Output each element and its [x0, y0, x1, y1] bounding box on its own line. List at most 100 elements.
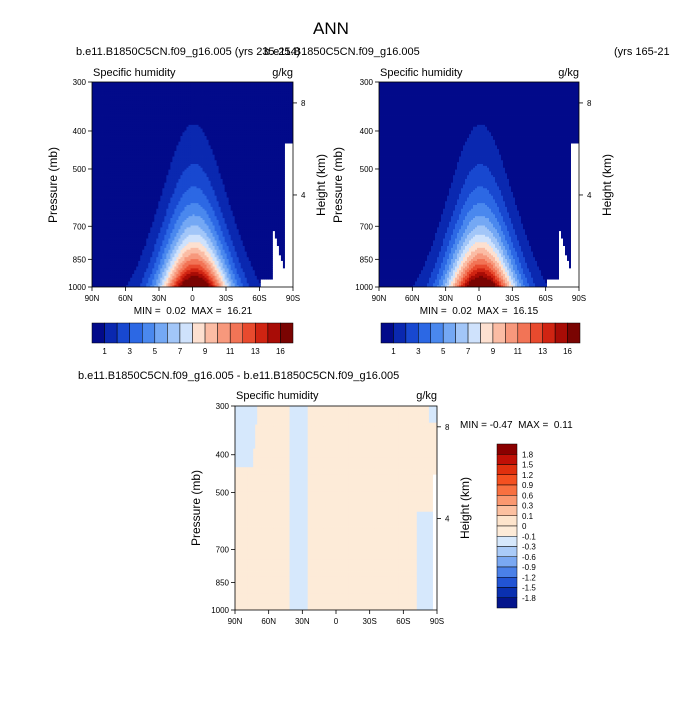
contour-cell [100, 156, 103, 159]
contour-cell [172, 232, 175, 236]
contour-cell [180, 96, 183, 100]
contour-cell [146, 154, 149, 157]
contour-cell [148, 214, 151, 217]
contour-cell [102, 234, 105, 238]
contour-cell [158, 121, 161, 124]
contour-cell [146, 102, 149, 105]
contour-cell [154, 180, 157, 184]
contour-cell [152, 188, 155, 191]
contour-cell [140, 180, 143, 184]
contour-cell [102, 106, 105, 109]
contour-cell [98, 156, 101, 159]
contour-cell [176, 141, 179, 144]
contour-cell [156, 225, 159, 228]
contour-cell [168, 89, 171, 92]
contour-cell [104, 285, 107, 287]
contour-cell [178, 175, 181, 178]
contour-cell [160, 197, 163, 200]
contour-cell [148, 100, 151, 103]
contour-cell [176, 143, 179, 146]
contour-cell [116, 136, 119, 139]
contour-cell [96, 219, 99, 223]
contour-cell [104, 234, 107, 238]
contour-cell [120, 111, 123, 115]
contour-cell [162, 147, 165, 150]
contour-cell [96, 206, 99, 210]
contour-cell [136, 169, 139, 172]
contour-cell [92, 178, 95, 182]
contour-cell [152, 231, 155, 234]
contour-cell [154, 136, 157, 139]
contour-cell [156, 164, 159, 167]
contour-cell [136, 259, 139, 262]
contour-cell [132, 190, 135, 193]
contour-cell [108, 186, 111, 189]
contour-cell [130, 102, 133, 105]
contour-cell [94, 130, 97, 133]
contour-cell [108, 270, 111, 273]
contour-cell [178, 203, 181, 206]
contour-cell [174, 89, 177, 92]
contour-cell [154, 139, 157, 143]
contour-cell [160, 145, 163, 148]
contour-cell [144, 160, 147, 163]
contour-cell [124, 162, 127, 165]
contour-cell [134, 154, 137, 157]
contour-cell [168, 139, 171, 143]
contour-cell [116, 216, 119, 219]
contour-cell [126, 115, 129, 118]
contour-cell [108, 87, 111, 90]
contour-cell [104, 132, 107, 135]
contour-cell [146, 152, 149, 156]
contour-cell [136, 191, 139, 195]
contour-cell [164, 137, 167, 141]
contour-cell [96, 283, 99, 286]
contour-cell [92, 82, 95, 85]
contour-cell [124, 180, 127, 184]
contour-cell [166, 139, 169, 143]
contour-cell [132, 182, 135, 185]
contour-cell [150, 234, 153, 238]
contour-cell [172, 104, 175, 107]
contour-cell [108, 117, 111, 120]
contour-cell [176, 257, 179, 260]
contour-cell [148, 158, 151, 161]
contour-cell [142, 279, 145, 282]
contour-cell [118, 206, 121, 210]
contour-cell [108, 169, 111, 172]
contour-cell [126, 117, 129, 120]
contour-cell [138, 158, 141, 161]
contour-cell [98, 132, 101, 135]
contour-cell [122, 285, 125, 287]
contour-cell [150, 268, 153, 271]
contour-cell [96, 285, 99, 287]
contour-cell [106, 221, 109, 225]
contour-cell [150, 203, 153, 206]
contour-cell [148, 264, 151, 267]
contour-cell [140, 197, 143, 200]
contour-cell [180, 121, 183, 124]
contour-cell [168, 227, 171, 230]
contour-cell [146, 255, 149, 258]
contour-cell [92, 234, 95, 238]
contour-cell [98, 197, 101, 200]
contour-cell [136, 246, 139, 249]
contour-cell [100, 184, 103, 187]
contour-cell [182, 136, 185, 139]
contour-cell [92, 227, 95, 230]
contour-cell [118, 195, 121, 198]
contour-cell [140, 188, 143, 191]
contour-cell [172, 109, 175, 113]
contour-cell [112, 93, 115, 96]
contour-cell [104, 139, 107, 143]
contour-cell [160, 108, 163, 111]
contour-cell [130, 285, 133, 287]
contour-cell [120, 225, 123, 228]
contour-cell [150, 154, 153, 157]
contour-cell [164, 132, 167, 135]
contour-cell [128, 279, 131, 282]
contour-cell [112, 152, 115, 156]
contour-cell [140, 214, 143, 217]
contour-cell [166, 268, 169, 271]
contour-cell [178, 283, 181, 286]
